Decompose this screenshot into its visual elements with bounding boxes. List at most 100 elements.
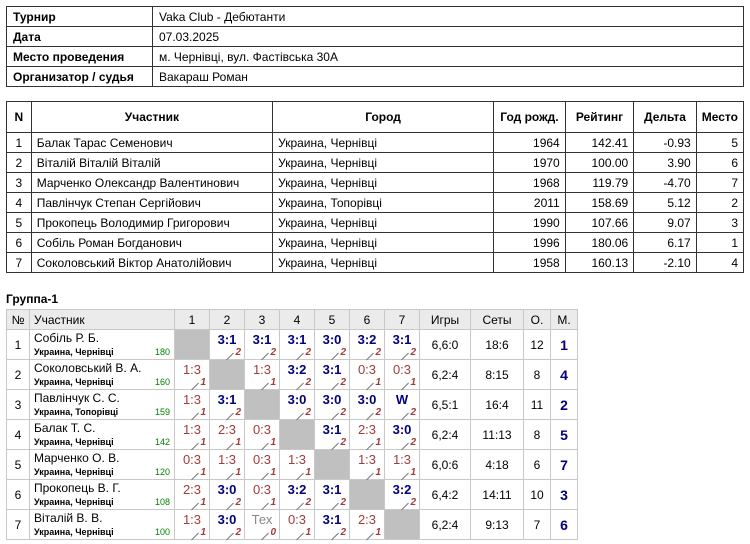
participant-cell: Украина, Чернівці	[272, 172, 495, 193]
match-score: 0:3	[357, 362, 377, 377]
participant-row: 3 Марченко Олександр Валентинович Украина,…	[6, 172, 745, 193]
col-header-2: 2	[209, 309, 245, 330]
match-points: 1	[270, 377, 276, 388]
result-divider	[366, 472, 374, 481]
participant-cell: Украина, Чернівці	[272, 232, 495, 253]
tournament-info-table: Турнир Vaka Club - Дебютанти Дата 07.03.202…	[6, 6, 744, 87]
player-rating: 159	[154, 407, 170, 417]
info-value: м. Чернівці, вул. Фастівська 30А	[152, 46, 744, 67]
place-cell: 4	[550, 359, 578, 390]
player-city: Украина, Чернівці	[34, 376, 114, 387]
match-score: 0:3	[182, 452, 202, 467]
player-name: Собіль Р. Б.	[34, 330, 100, 345]
match-score: 1:3	[182, 512, 202, 527]
match-score: 1:3	[182, 362, 202, 377]
player-name: Прокопець В. Г.	[34, 480, 121, 495]
participant-cell: 5.12	[633, 192, 697, 213]
participant-cell: Украина, Чернівці	[272, 252, 495, 273]
match-points: 2	[410, 437, 416, 448]
match-result: 0:3 1	[244, 449, 280, 481]
match-result: 0:3 1	[244, 419, 280, 451]
player-rating: 100	[154, 527, 170, 537]
participant-cell: -4.70	[633, 172, 697, 193]
match-score: 1:3	[182, 422, 202, 437]
player-rating: 120	[154, 467, 170, 477]
player-cell: Собіль Р. Б. Украина, Чернівці 180	[29, 329, 175, 360]
participant-row: 6 Собіль Роман Богданович Украина, Чернівц…	[6, 232, 745, 253]
match-result: 3:0 2	[349, 389, 385, 421]
match-score: 3:0	[217, 482, 237, 497]
place-cell: 3	[550, 479, 578, 510]
match-score: 3:0	[322, 332, 342, 347]
info-row: Турнир Vaka Club - Дебютанти	[6, 6, 744, 27]
result-divider	[226, 532, 234, 541]
match-result: 3:2 2	[279, 479, 315, 511]
crosstable-row: 2 Соколовський В. А. Украина, Чернівці 160 1…	[6, 359, 578, 391]
participant-row: 7 Соколовський Віктор Анатолійович Украина…	[6, 252, 745, 273]
sets-cell: 18:6	[470, 329, 524, 360]
match-score: 1:3	[217, 452, 237, 467]
participant-cell: 7	[695, 172, 745, 193]
match-score: 1:3	[357, 452, 377, 467]
match-points: 1	[375, 467, 381, 478]
match-result: 0:3 1	[279, 509, 315, 541]
participant-cell: 119.79	[564, 172, 635, 193]
games-cell: 6,2:4	[419, 509, 471, 540]
match-result: 3:1 2	[279, 329, 315, 361]
participant-cell: Прокопець Володимир Григорович	[30, 212, 274, 233]
col-header-5: 5	[314, 309, 350, 330]
col-header-4: 4	[279, 309, 315, 330]
player-name: Марченко О. В.	[34, 450, 120, 465]
participant-cell: 1970	[493, 152, 566, 173]
match-result: 3:0 2	[314, 329, 350, 361]
participant-cell: 1968	[493, 172, 566, 193]
match-result: 3:2 2	[349, 329, 385, 361]
match-points: 1	[270, 467, 276, 478]
participant-cell: 100.00	[564, 152, 635, 173]
participant-cell: Украина, Чернівці	[272, 212, 495, 233]
participants-header: Рейтинг	[564, 101, 635, 133]
participant-cell: Балак Тарас Семенович	[30, 132, 274, 153]
match-result: 2:3 1	[349, 509, 385, 541]
player-cell: Соколовський В. А. Украина, Чернівці 160	[29, 359, 175, 390]
participant-cell: 1964	[493, 132, 566, 153]
participant-cell: 180.06	[564, 232, 635, 253]
player-name: Соколовський В. А.	[34, 360, 142, 375]
player-name: Віталій В. В.	[34, 510, 103, 525]
match-score: 3:1	[392, 332, 412, 347]
participant-cell: 158.69	[564, 192, 635, 213]
participant-cell: Украина, Чернівці	[272, 152, 495, 173]
crosstable-row: 5 Марченко О. В. Украина, Чернівці 120 0:3 1 1…	[6, 449, 578, 481]
row-number: 1	[6, 329, 30, 360]
match-points: 2	[375, 347, 381, 358]
player-cell: Віталій В. В. Украина, Чернівці 100	[29, 509, 175, 540]
match-result: 3:1 2	[314, 359, 350, 391]
match-result: 1:3 1	[174, 419, 210, 451]
sets-cell: 16:4	[470, 389, 524, 420]
participant-cell: 4	[6, 192, 32, 213]
col-header-3: 3	[244, 309, 280, 330]
info-key: Место проведения	[6, 46, 153, 67]
match-score: 0:3	[287, 512, 307, 527]
info-value: Вакараш Роман	[152, 66, 744, 87]
match-points: 2	[340, 377, 346, 388]
row-number: 4	[6, 419, 30, 450]
participants-header: N	[6, 101, 32, 133]
participant-cell: 1	[6, 132, 32, 153]
games-cell: 6,4:2	[419, 479, 471, 510]
participant-cell: 107.66	[564, 212, 635, 233]
participants-header: Дельта	[633, 101, 697, 133]
match-points: 2	[340, 347, 346, 358]
participant-cell: Соколовський Віктор Анатолійович	[30, 252, 274, 273]
col-header-games: Игры	[419, 309, 471, 330]
points-cell: 12	[523, 329, 551, 360]
match-result: 1:3 1	[209, 449, 245, 481]
match-score: 0:3	[252, 452, 272, 467]
match-score: 3:0	[217, 512, 237, 527]
match-points: 2	[305, 377, 311, 388]
result-divider	[191, 532, 199, 541]
match-result: 1:3 1	[244, 359, 280, 391]
player-cell: Прокопець В. Г. Украина, Чернівці 108	[29, 479, 175, 510]
match-points: 1	[375, 527, 381, 538]
